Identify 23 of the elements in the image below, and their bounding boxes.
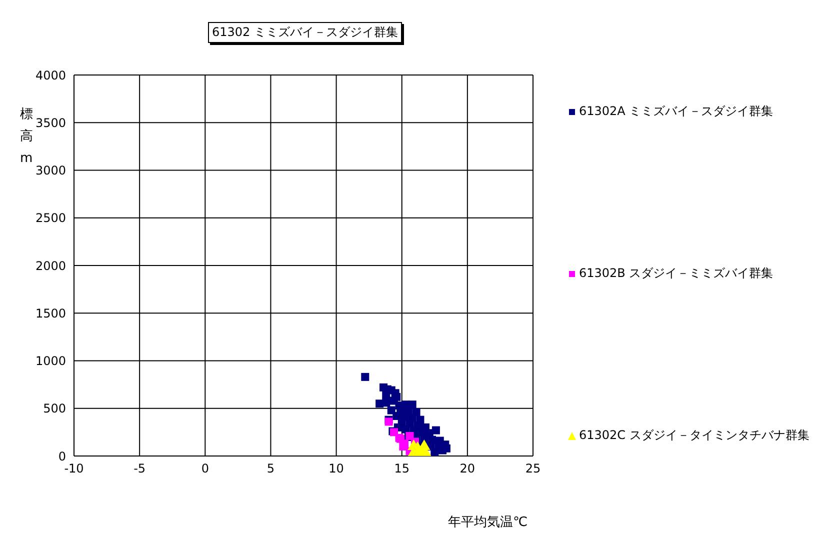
x-tick-label: 5 — [266, 462, 275, 476]
y-tick-label: 3500 — [35, 116, 66, 130]
y-tick-label: 2000 — [35, 258, 66, 273]
y-tick-label: 1500 — [35, 306, 66, 320]
x-tick-label: 0 — [201, 462, 209, 476]
y-tick-label: 500 — [43, 402, 66, 416]
legend-label: 61302C スダジイ－タイミンタチバナ群集 — [579, 427, 810, 444]
y-tick-label: 4000 — [35, 68, 66, 82]
chart-title: 61302 ミミズバイ－スダジイ群集 — [208, 22, 402, 43]
x-tick-label: -10 — [64, 462, 84, 476]
y-tick-label: 2500 — [35, 211, 66, 226]
y-tick-label: 3000 — [35, 164, 66, 178]
y-tick-label: 0 — [58, 449, 66, 464]
x-tick-label: 15 — [394, 462, 410, 476]
x-tick-label: 20 — [460, 462, 476, 476]
x-tick-label: -5 — [134, 462, 146, 476]
x-axis-title: 年平均気温℃ — [448, 514, 528, 531]
x-tick-label: 10 — [328, 462, 344, 476]
y-tick-label: 1000 — [35, 354, 66, 368]
y-axis-title: 標高m — [20, 104, 34, 170]
legend-label: 61302B スダジイ－ミミズバイ群集 — [579, 265, 774, 282]
legend-label: 61302A ミミズバイ－スダジイ群集 — [579, 103, 774, 120]
x-tick-label: 25 — [525, 462, 541, 476]
